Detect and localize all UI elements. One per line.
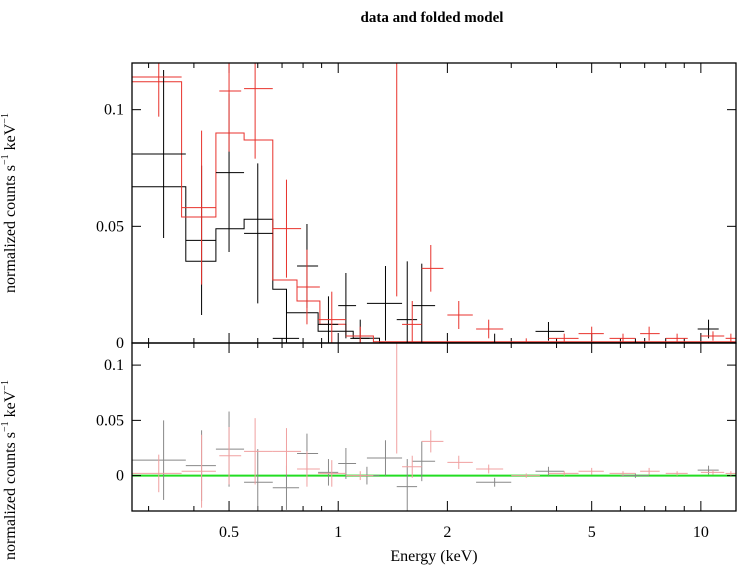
x-tick-label: 5 — [588, 524, 596, 541]
top-panel-y-axis-label: normalized counts s−1 keV−1 — [0, 113, 19, 293]
y-tick-label: 0 — [116, 335, 124, 352]
model-line — [132, 186, 736, 343]
bottom-panel: 0 0.05 0.1 0.5 1 2 5 10 — [96, 343, 736, 541]
x-tick-label: 2 — [443, 524, 451, 541]
y-tick-label: 0 — [116, 468, 124, 485]
bottom-panel-frame — [131, 342, 737, 512]
y-tick-label: 0.05 — [96, 218, 124, 235]
model-line — [132, 81, 736, 343]
y-tick-label: 0.05 — [96, 412, 124, 429]
y-tick-label: 0.1 — [104, 102, 124, 119]
y-tick-label: 0.1 — [104, 357, 124, 374]
x-tick-label: 1 — [334, 524, 342, 541]
x-tick-label: 10 — [693, 524, 709, 541]
top-panel: 0 0.05 0.1 — [96, 63, 736, 352]
x-axis-label: Energy (keV) — [390, 548, 477, 565]
bottom-panel-y-axis-label: normalized counts s−1 keV−1 — [0, 380, 19, 560]
x-tick-label: 0.5 — [219, 524, 239, 541]
chart-title: data and folded model — [361, 10, 504, 26]
top-panel-frame — [131, 62, 737, 344]
